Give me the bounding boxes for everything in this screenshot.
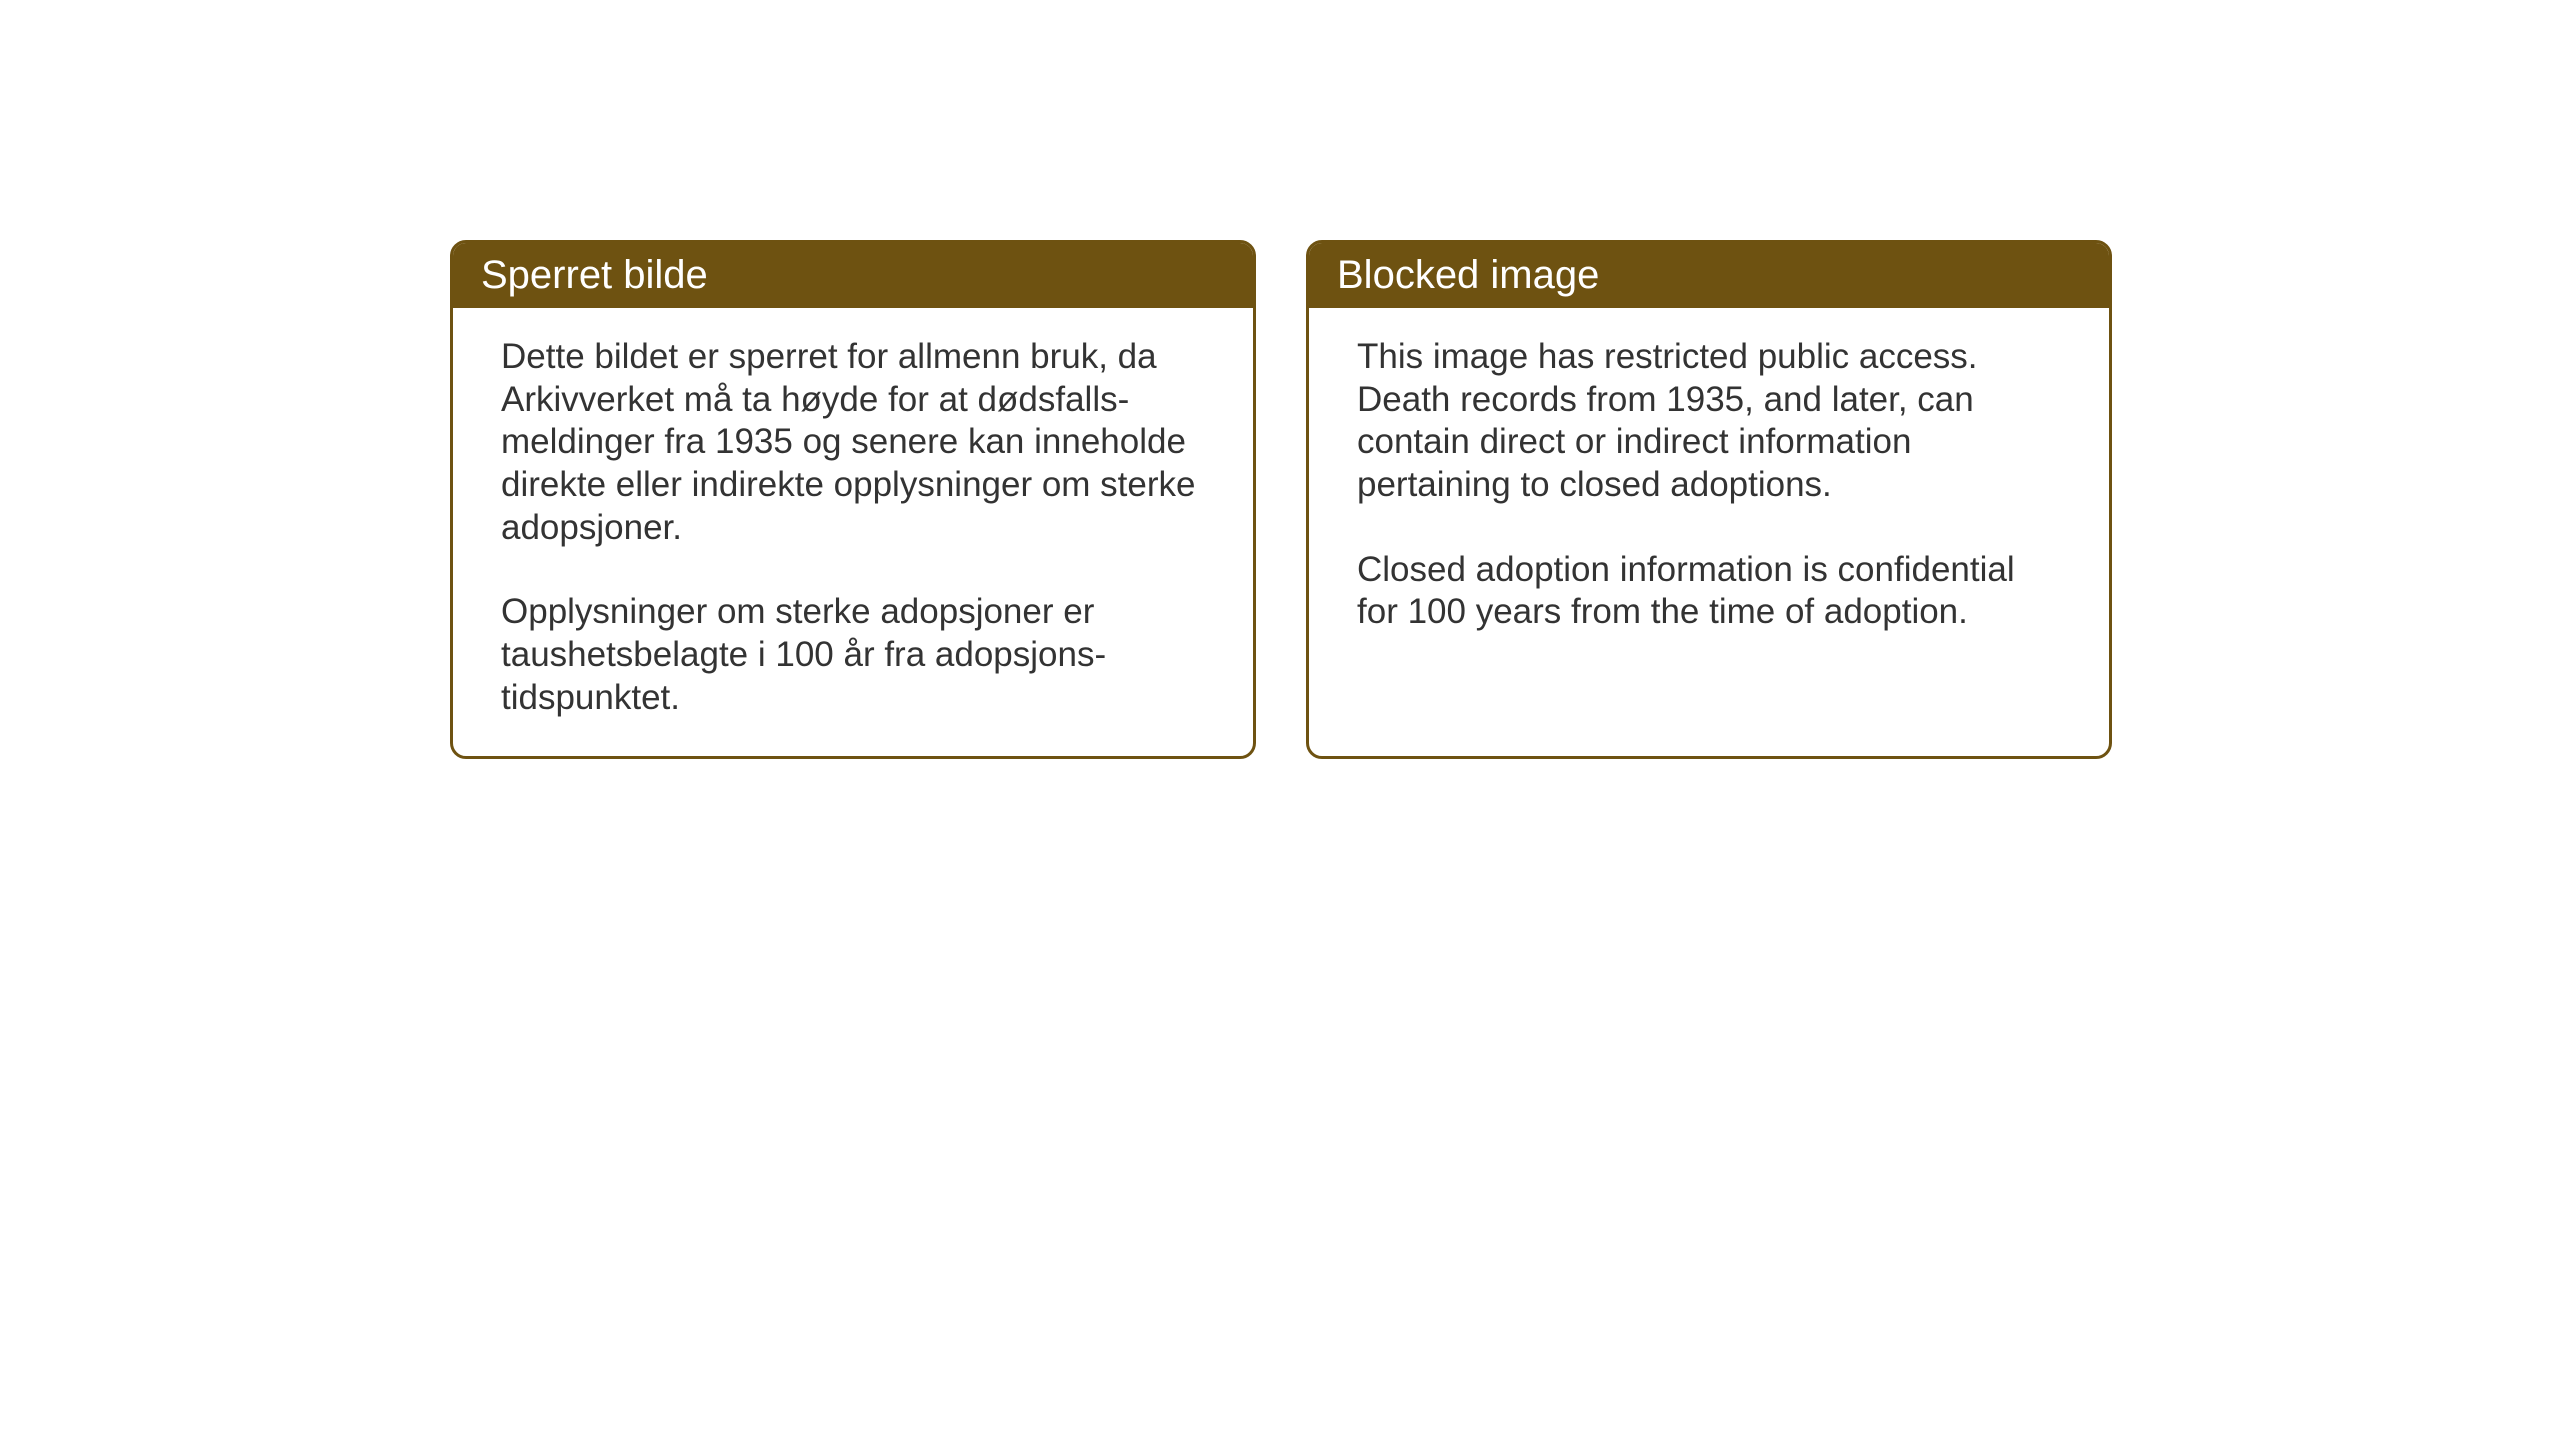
notice-body-english: This image has restricted public access.… xyxy=(1309,308,2109,738)
notice-body-norwegian: Dette bildet er sperret for allmenn bruk… xyxy=(453,308,1253,756)
notice-card-english: Blocked image This image has restricted … xyxy=(1306,240,2112,759)
notice-paragraph: This image has restricted public access.… xyxy=(1357,336,2061,507)
notice-paragraph: Dette bildet er sperret for allmenn bruk… xyxy=(501,336,1205,549)
notice-container: Sperret bilde Dette bildet er sperret fo… xyxy=(450,240,2112,759)
notice-title-english: Blocked image xyxy=(1309,243,2109,308)
notice-card-norwegian: Sperret bilde Dette bildet er sperret fo… xyxy=(450,240,1256,759)
notice-paragraph: Closed adoption information is confident… xyxy=(1357,549,2061,634)
notice-title-norwegian: Sperret bilde xyxy=(453,243,1253,308)
notice-paragraph: Opplysninger om sterke adopsjoner er tau… xyxy=(501,591,1205,719)
